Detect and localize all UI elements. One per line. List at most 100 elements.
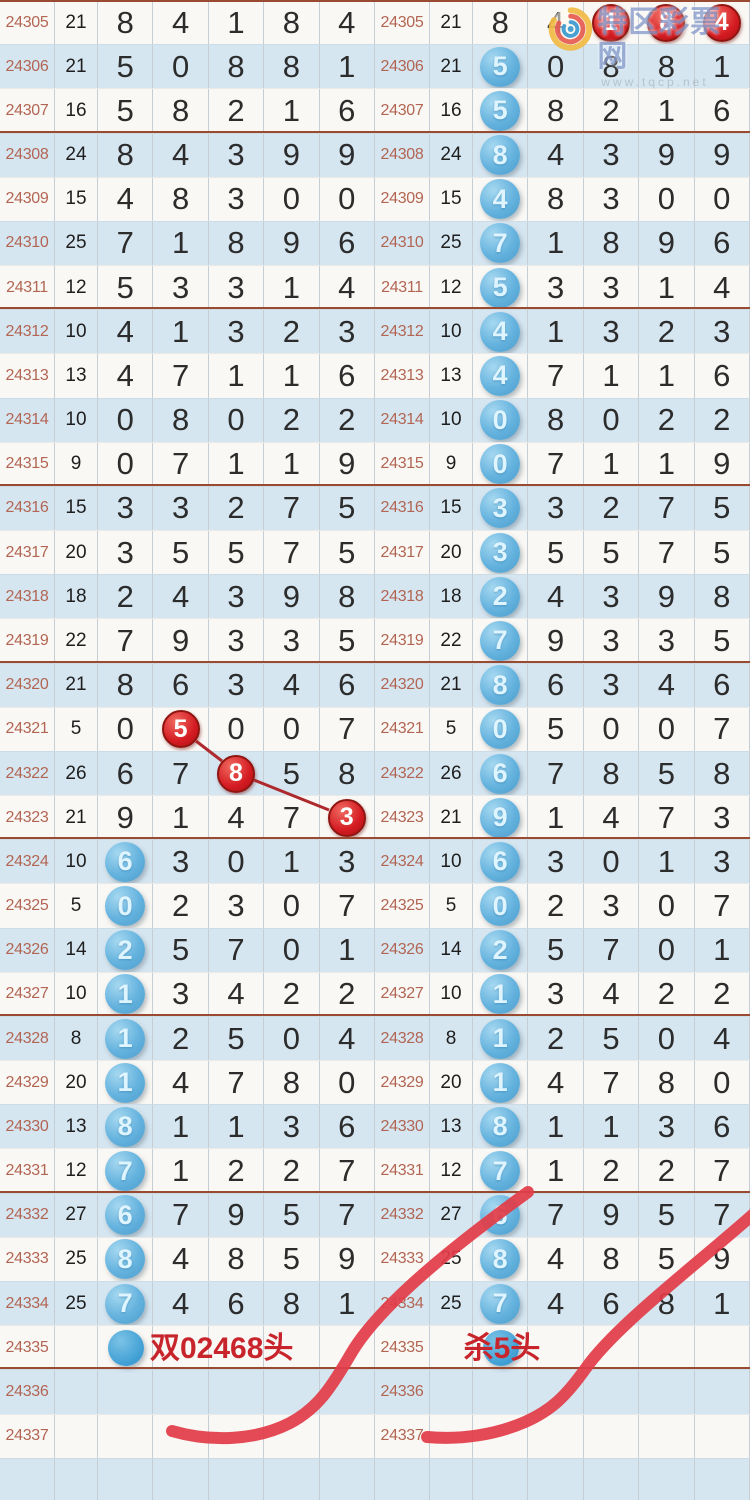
digit-cell: 6 [695,89,750,133]
digit-cell: 7 [153,354,209,398]
digit-cell: 1 [264,89,320,133]
blue-badge: 6 [105,1195,146,1236]
digit-cell: 6 [320,1105,375,1149]
sum-cell: 12 [430,1149,473,1193]
digit-cell: 7 [320,884,375,928]
digit-cell: 7 [153,1193,209,1237]
digit-cell: 9 [264,221,320,266]
digit-cell: 4 [153,1061,209,1105]
digit-cell [153,1370,209,1414]
digit-cell: 7 [639,531,695,575]
digit-cell: 0 [209,398,265,442]
sum-cell: 10 [55,398,98,442]
digit-cell: 8 [584,221,640,266]
period-cell: 24326 [0,928,55,972]
digit-cell: 2 [98,575,154,619]
blue-badge: 4 [480,179,521,220]
sum-cell: 20 [430,1061,473,1105]
digit-cell [209,1414,265,1458]
digit-cell: 6 [320,89,375,133]
digit-cell: 2 [695,398,750,442]
digit-cell: 9 [153,619,209,663]
digit-cell [320,1370,375,1414]
digit-cell: 8 [528,398,584,442]
sum-cell: 8 [430,1016,473,1061]
period-cell: 24335 [0,1326,55,1370]
digit-cell: 4 [528,1061,584,1105]
digit-cell [473,1414,529,1458]
digit-cell: 7 [639,796,695,840]
digit-cell: 1 [473,1016,529,1061]
digit-cell: 8 [639,1,695,45]
period-cell: 24314 [375,398,430,442]
chart-row: 24330 13 8 1 1 3 6 [375,1104,750,1149]
digit-cell: 0 [98,707,154,751]
digit-cell: 7 [320,707,375,751]
sum-cell: 13 [55,1105,98,1149]
chart-row: 24310 25 7 1 8 9 6 [375,220,750,266]
sum-cell: 26 [430,751,473,796]
digit-cell: 9 [320,442,375,486]
chart-row: 24311 12 5 3 3 1 4 [375,265,750,310]
digit-cell: 0 [528,45,584,89]
digit-cell: 1 [695,928,750,972]
sum-cell: 12 [55,266,98,310]
period-cell: 24311 [0,266,55,310]
digit-cell: 5 [153,531,209,575]
digit-cell: 1 [695,1281,750,1326]
chart-row: 24319 22 7 9 3 3 5 [375,618,750,663]
digit-cell: 2 [639,972,695,1016]
digit-cell: 6 [98,840,154,884]
period-cell: 24336 [375,1370,430,1414]
digit-cell: 7 [98,1149,154,1193]
digit-cell: 0 [320,1061,375,1105]
digit-cell: 0 [695,1061,750,1105]
digit-cell: 5 [584,531,640,575]
digit-cell: 8 [473,133,529,177]
digit-cell: 0 [264,177,320,221]
digit-cell: 7 [98,221,154,266]
blue-badge: 7 [480,1151,521,1192]
digit-cell: 5 [473,266,529,310]
digit-cell: 8 [639,45,695,89]
digit-cell: 6 [320,663,375,707]
summary-row: 24335 双02468头 [0,1325,375,1370]
digit-cell: 3 [320,796,375,840]
blue-badge: 0 [480,886,521,927]
chart-row: 24321 5 0 5 0 0 7 [375,706,750,751]
digit-cell: 2 [639,310,695,354]
digit-cell: 1 [209,442,265,486]
blue-badge: 6 [480,841,521,882]
period-cell: 24305 [0,1,55,45]
red-badge: 8 [647,3,686,42]
digit-cell: 6 [473,840,529,884]
sum-cell: 21 [430,663,473,707]
digit-cell: 2 [528,1016,584,1061]
period-cell: 24334 [375,1281,430,1326]
digit-cell: 3 [209,663,265,707]
digit-cell: 3 [209,266,265,310]
digit-cell [584,1458,640,1500]
sum-cell: 25 [430,1237,473,1281]
sum-cell: 18 [430,575,473,619]
digit-cell: 4 [153,1237,209,1281]
digit-cell: 1 [695,45,750,89]
digit-cell [320,1458,375,1500]
period-cell: 24330 [375,1105,430,1149]
digit-cell: 7 [528,751,584,796]
chart-row: 24312 10 4 1 3 2 3 [375,309,750,354]
digit-cell: 0 [473,398,529,442]
digit-cell: 3 [473,486,529,531]
digit-cell: 7 [584,1061,640,1105]
digit-cell: 7 [639,486,695,531]
digit-cell [264,1458,320,1500]
digit-cell: 3 [639,619,695,663]
digit-cell: 1 [639,442,695,486]
digit-cell: 1 [320,45,375,89]
sum-cell: 25 [430,1281,473,1326]
digit-cell: 1 [264,354,320,398]
chart-row: 24324 10 6 3 0 1 3 [375,839,750,884]
digit-cell: 6 [695,354,750,398]
digit-cell: 4 [695,266,750,310]
chart-row: 24308 24 8 4 3 9 9 [375,132,750,177]
